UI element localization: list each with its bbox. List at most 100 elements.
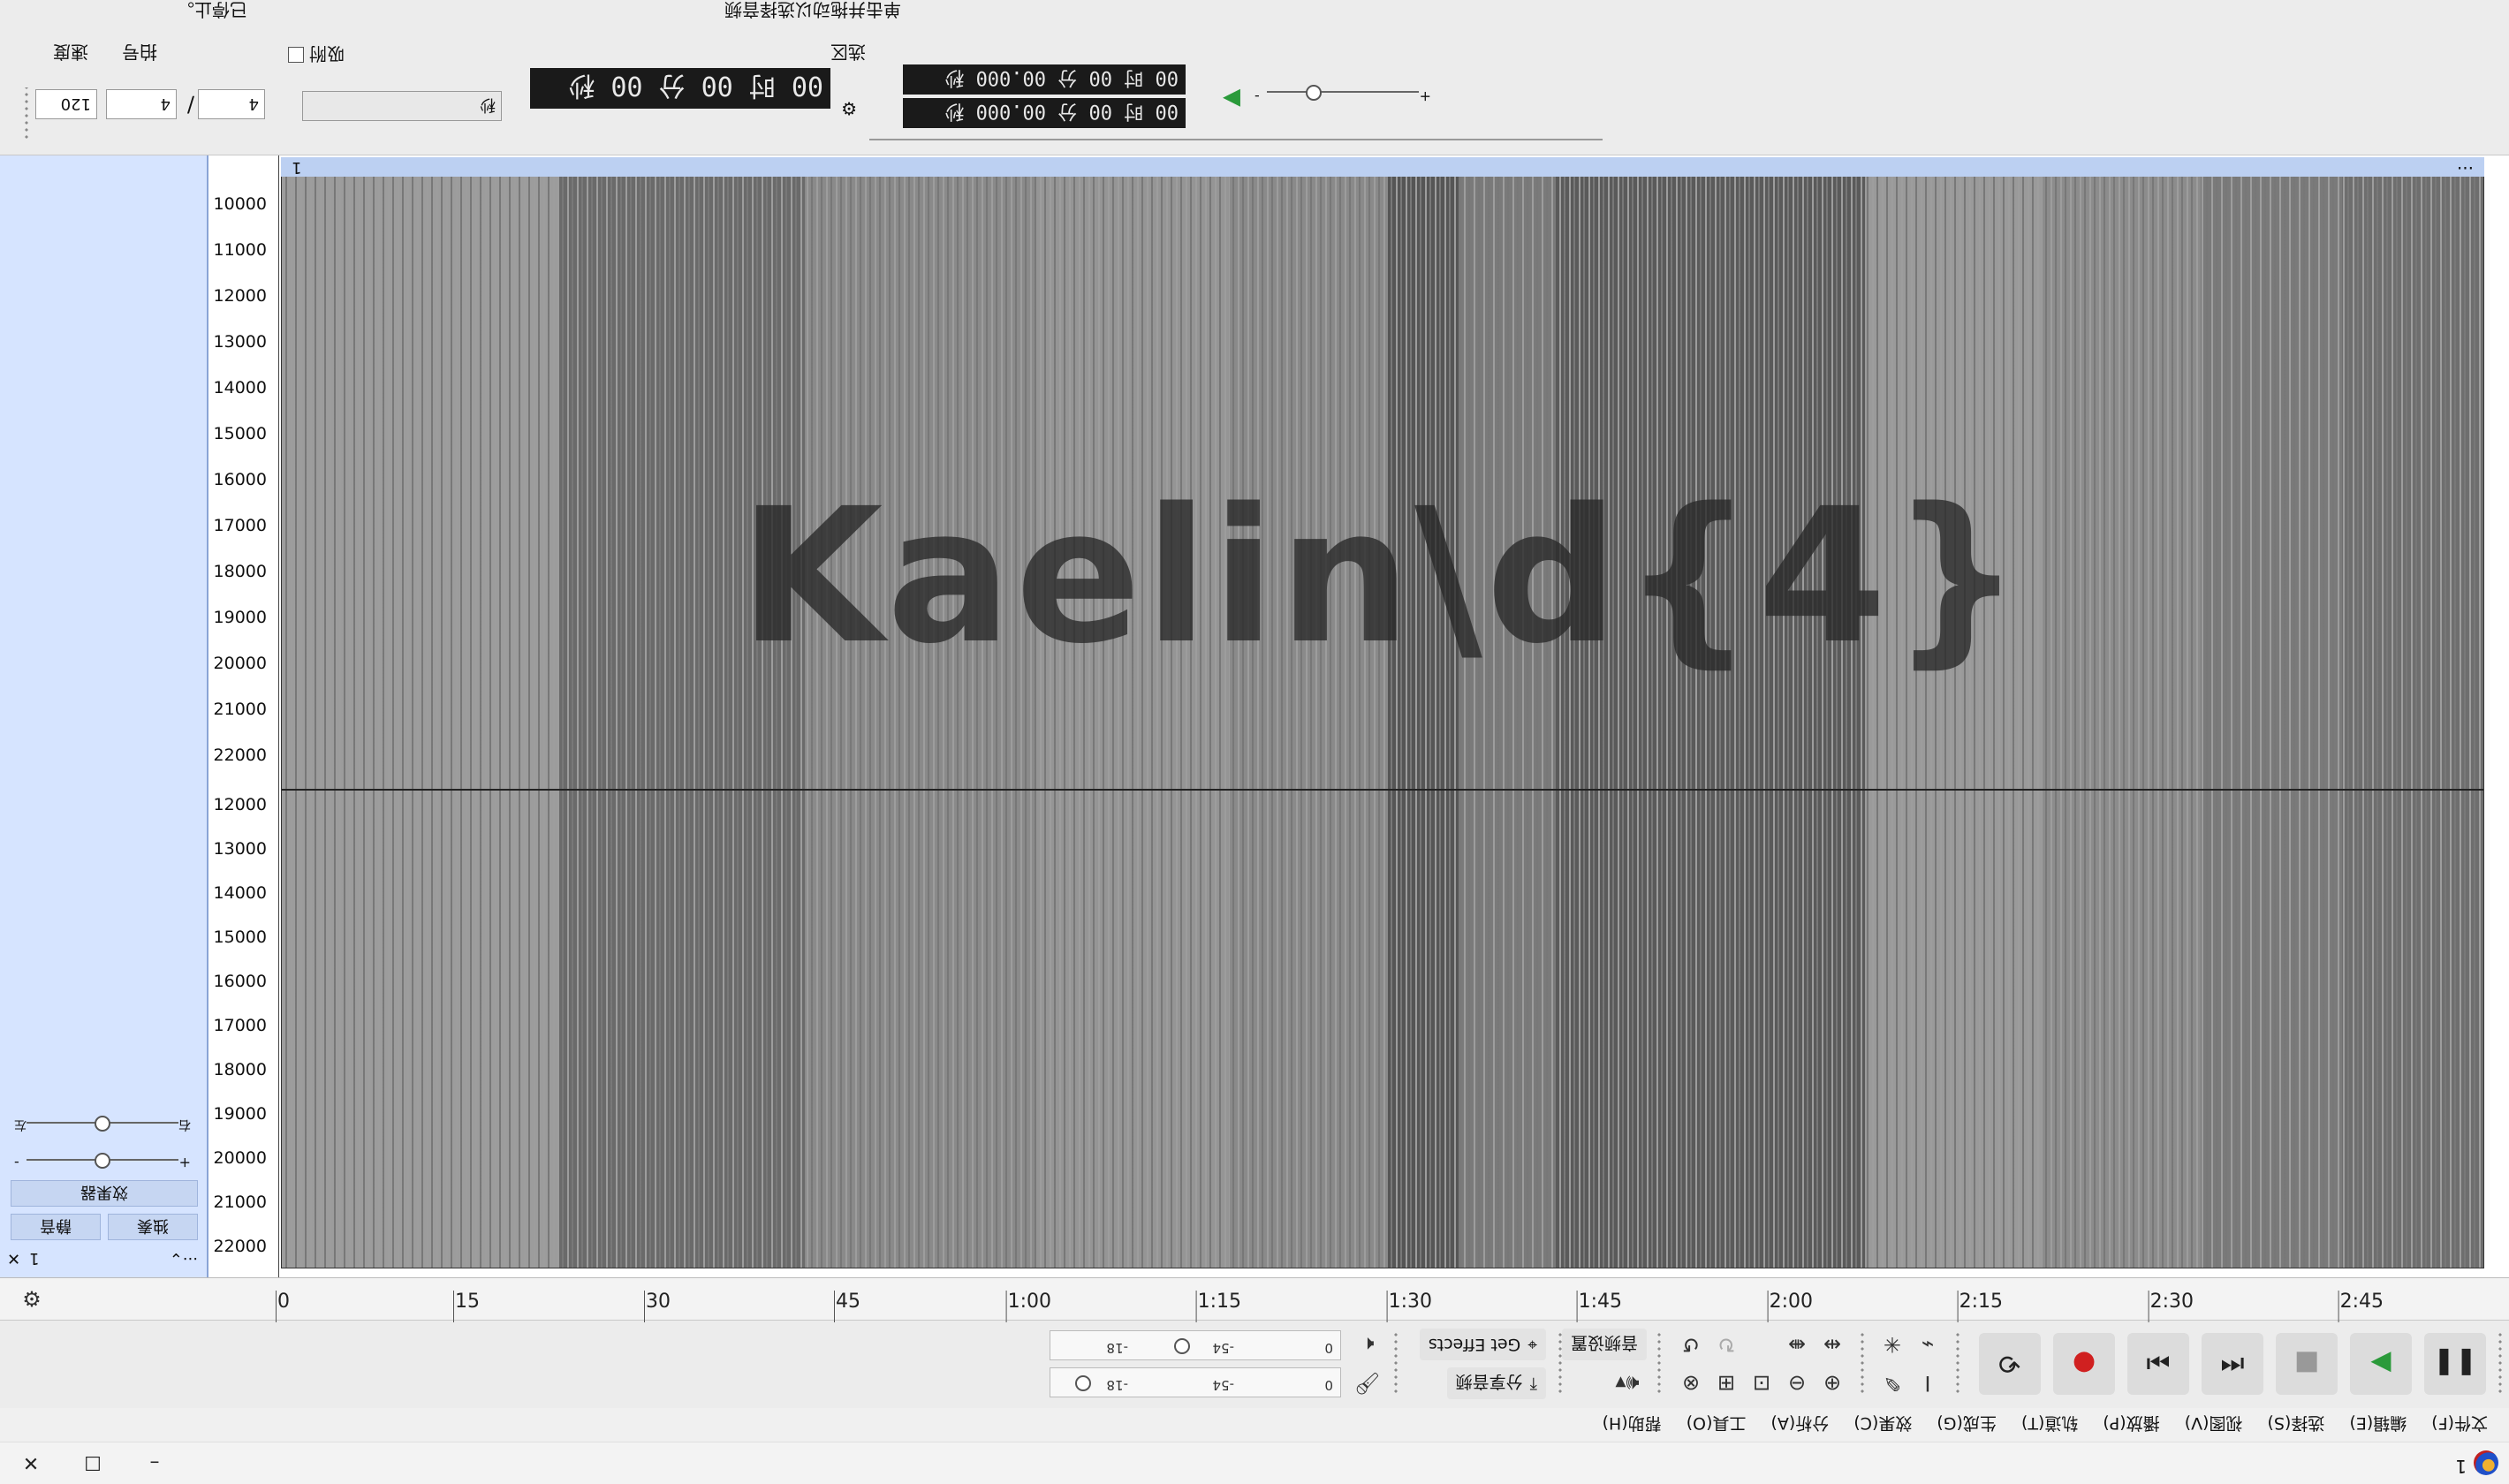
timeline-ruler[interactable]: ⚙ 0 15 30 45 1:00 1:15 1:30 1:45 2:00 2:15 2:30 2:4… — [0, 1277, 2509, 1320]
gain-slider[interactable]: + - — [14, 1150, 191, 1171]
time-sig-denominator[interactable]: 4 — [198, 89, 265, 119]
selection-start[interactable]: 00 时 00 分 00.000 秒 — [903, 98, 1186, 128]
frequency-tick-label: 18000 — [214, 562, 268, 581]
skip-start-button[interactable]: ⏮ — [2202, 1333, 2263, 1395]
redo-button[interactable]: ↻ — [1710, 1329, 1742, 1360]
pan-slider-knob[interactable] — [95, 1116, 110, 1132]
menu-play[interactable]: 播放(P) — [2103, 1413, 2160, 1434]
frequency-tick-label: 11000 — [214, 240, 268, 260]
tempo-label: 速度 — [53, 42, 88, 63]
record-meter[interactable]: 0 -54 -18 — [1050, 1367, 1341, 1397]
clip-more-button[interactable]: ··· — [2456, 157, 2474, 178]
menu-edit[interactable]: 编辑(E) — [2349, 1413, 2407, 1434]
loop-button[interactable]: ⟲ — [1979, 1333, 2041, 1395]
skip-end-button[interactable]: ⏭ — [2127, 1333, 2189, 1395]
maximize-button[interactable]: ☐ — [84, 1451, 102, 1474]
time-display[interactable]: 00 时 00 分 00 秒 — [530, 68, 830, 109]
menu-select[interactable]: 选择(S) — [2267, 1413, 2325, 1434]
pause-button[interactable]: ❚❚ — [2424, 1333, 2486, 1395]
toolbar-grip-icon[interactable] — [1859, 1333, 1866, 1395]
draw-tool-button[interactable]: ✎ — [1876, 1367, 1908, 1399]
menu-analyze[interactable]: 分析(A) — [1770, 1413, 1830, 1434]
ruler-tick-label: 1:00 — [1007, 1291, 1051, 1313]
frequency-tick-label: 16000 — [214, 470, 268, 489]
ruler-settings-button[interactable]: ⚙ — [16, 1283, 48, 1314]
solo-button[interactable]: 独奏 — [108, 1214, 198, 1240]
play-speed-slider[interactable]: + - — [1254, 82, 1431, 105]
envelope-tool-button[interactable]: ⌁ — [1912, 1329, 1944, 1360]
pan-right-label: 右 — [178, 1117, 191, 1132]
snap-checkbox-box[interactable] — [288, 47, 304, 64]
snap-checkbox[interactable]: 吸附 — [288, 42, 345, 68]
time-sig-den-value: 4 — [248, 95, 259, 114]
mic-icon-button[interactable]: 🎤︎ — [1352, 1367, 1383, 1399]
toolbar-grip-icon[interactable] — [1954, 1333, 1961, 1395]
toolbar-grip-icon[interactable] — [1656, 1333, 1663, 1395]
close-button[interactable]: ✕ — [22, 1451, 40, 1474]
ruler-tick-label: 2:00 — [1769, 1291, 1813, 1313]
play-at-speed-button[interactable]: ▶ — [1223, 86, 1240, 112]
toolbar-grip-icon[interactable] — [2497, 1333, 2504, 1395]
clip-name[interactable]: 1 — [292, 158, 302, 177]
menu-track[interactable]: 轨道(T) — [2020, 1413, 2079, 1434]
speed-slider-knob[interactable] — [1306, 85, 1322, 101]
minimize-button[interactable]: – — [149, 1451, 160, 1474]
trim-icon: ⇹ — [1823, 1332, 1842, 1357]
zoom-in-button[interactable]: ⊕ — [1816, 1367, 1848, 1399]
spectrogram-band — [1865, 163, 2042, 1268]
menu-help[interactable]: 帮助(H) — [1602, 1413, 1662, 1434]
toolbar-grip-icon[interactable] — [21, 87, 30, 140]
track-more-button[interactable]: ··· — [182, 1249, 198, 1268]
menu-view[interactable]: 视图(V) — [2184, 1413, 2243, 1434]
time-settings-button[interactable]: ⚙ — [841, 98, 857, 119]
record-meter-knob[interactable] — [1075, 1375, 1091, 1391]
selection-end[interactable]: 00 时 00 分 00.000 秒 — [903, 64, 1186, 95]
audio-setup-button[interactable]: 🔊︎▾ — [1611, 1367, 1643, 1399]
fit-project-button[interactable]: ⊞ — [1710, 1367, 1742, 1399]
gain-slider-knob[interactable] — [95, 1153, 110, 1169]
playback-meter-icon-button[interactable]: 🔈︎ — [1352, 1329, 1383, 1360]
fit-selection-button[interactable]: ⊡ — [1746, 1367, 1778, 1399]
track-menu-chevron-icon[interactable]: ⌄ — [169, 1249, 183, 1268]
frequency-tick-label: 15000 — [214, 424, 268, 443]
tempo-field[interactable]: 120 — [35, 89, 97, 119]
selection-label: 选区 — [830, 42, 866, 63]
playback-meter-knob[interactable] — [1174, 1338, 1190, 1354]
select-tool-button[interactable]: Ⅰ — [1912, 1367, 1944, 1399]
zoom-out-button[interactable]: ⊖ — [1781, 1367, 1813, 1399]
snap-dropdown[interactable]: 秒 — [302, 91, 502, 121]
meter-tick: -18 — [1106, 1377, 1129, 1393]
menu-tools[interactable]: 工具(O) — [1686, 1413, 1747, 1434]
toolbar-grip-icon[interactable] — [1392, 1333, 1399, 1395]
clip-header[interactable]: ··· 1 — [281, 157, 2484, 178]
toolbar-grip-icon[interactable] — [1557, 1333, 1564, 1395]
share-audio-button[interactable]: ⤒ 分享音频 — [1446, 1367, 1546, 1399]
track-name[interactable]: 1 — [29, 1249, 40, 1268]
silence-button[interactable]: ⇼ — [1781, 1329, 1813, 1360]
menu-effects[interactable]: 效果(C) — [1853, 1413, 1913, 1434]
menu-generate[interactable]: 生成(G) — [1937, 1413, 1997, 1434]
zoom-in-icon: ⊕ — [1823, 1371, 1842, 1396]
mute-button[interactable]: 静音 — [11, 1214, 101, 1240]
trim-button[interactable]: ⇹ — [1816, 1329, 1848, 1360]
get-effects-button[interactable]: ⌖ Get Effects — [1419, 1329, 1546, 1360]
time-sig-numerator[interactable]: 4 — [106, 89, 177, 119]
spectrogram-view[interactable]: Kaelin\d{4} — [281, 163, 2484, 1268]
menu-file[interactable]: 文件(F) — [2431, 1413, 2488, 1434]
audio-setup-label-button[interactable]: 音频设置 — [1561, 1329, 1647, 1360]
record-button[interactable]: ● — [2053, 1333, 2115, 1395]
pan-slider[interactable]: 右 左 — [14, 1113, 191, 1134]
play-button[interactable]: ▶ — [2350, 1333, 2412, 1395]
skip-end-icon: ⏭ — [2146, 1348, 2171, 1380]
multi-tool-button[interactable]: ✳ — [1876, 1329, 1908, 1360]
zoom-toggle-button[interactable]: ⊗ — [1675, 1367, 1707, 1399]
playback-meter[interactable]: 0 -54 -18 — [1050, 1330, 1341, 1360]
record-icon: ● — [2072, 1348, 2096, 1380]
envelope-icon: ⌁ — [1921, 1332, 1935, 1357]
frequency-tick-label: 16000 — [214, 972, 268, 991]
frequency-tick-label: 12000 — [214, 795, 268, 814]
undo-button[interactable]: ↺ — [1675, 1329, 1707, 1360]
effects-button[interactable]: 效果器 — [11, 1180, 198, 1207]
track-close-button[interactable]: ✕ — [7, 1249, 21, 1268]
stop-button[interactable]: ■ — [2276, 1333, 2338, 1395]
